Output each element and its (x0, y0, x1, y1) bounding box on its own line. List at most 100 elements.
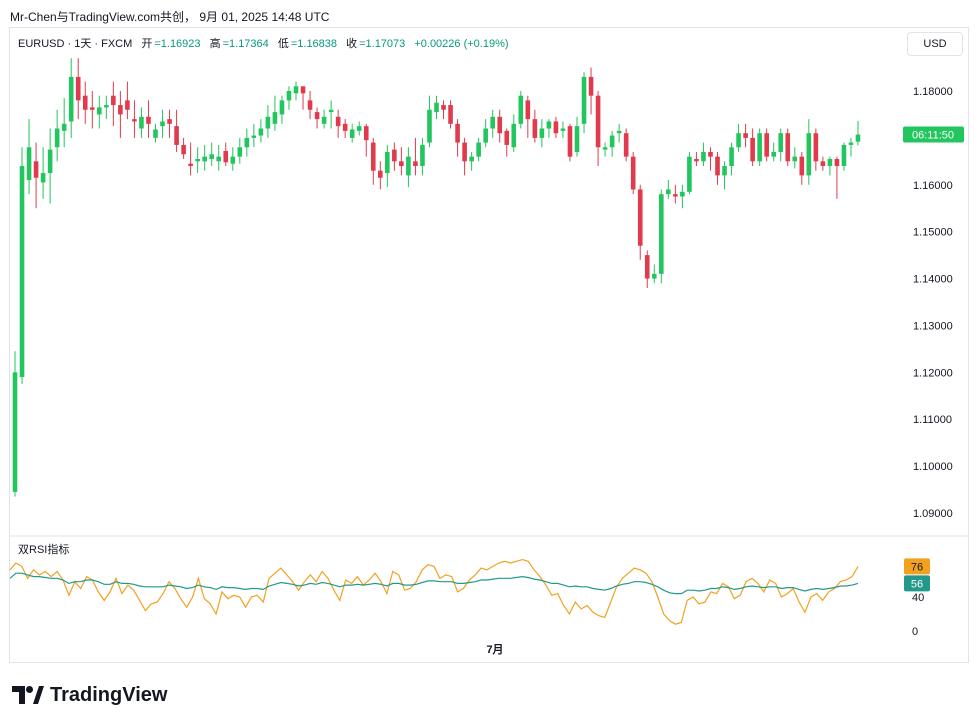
candle (567, 123, 573, 162)
candle (602, 142, 608, 157)
candle (19, 147, 25, 385)
candle-body (286, 91, 292, 101)
candle (61, 98, 67, 148)
candle-body (567, 126, 573, 157)
candle-body (630, 156, 636, 190)
price-tick-label: 1.16000 (913, 180, 953, 192)
candle (673, 184, 678, 204)
candle (420, 137, 425, 176)
candle-body (469, 156, 474, 162)
candle-body (448, 105, 453, 124)
candle-body (651, 273, 657, 279)
candle (97, 95, 102, 129)
candle (455, 119, 460, 157)
candle (118, 91, 123, 138)
candle-body (806, 133, 812, 176)
price-legend: EURUSD · 1天 · FXCM 开 =1.16923 高 =1.17364 低… (18, 35, 509, 51)
candle (54, 109, 60, 162)
candle-body (125, 100, 130, 110)
candle-body (848, 142, 854, 145)
price-axis[interactable]: 1.180001.170001.160001.150001.140001.130… (903, 86, 964, 520)
candle (483, 119, 488, 148)
candle (764, 128, 769, 162)
candle-body (680, 191, 685, 197)
candle-body (406, 156, 411, 176)
candle-body (139, 116, 144, 129)
candle-body (40, 173, 46, 183)
close-label: 收 (346, 38, 358, 50)
rsi-tick-label: 40 (912, 592, 924, 604)
candle-body (820, 161, 826, 167)
candle-body (202, 156, 207, 162)
candle-body (785, 133, 791, 162)
candle-body (462, 142, 467, 162)
price-tick-label: 1.15000 (913, 227, 953, 239)
countdown-label: 06:11:50 (912, 129, 954, 141)
candle-body (553, 121, 559, 134)
candle-body (743, 133, 748, 138)
price-tick-label: 1.18000 (913, 86, 953, 98)
candle (588, 67, 594, 115)
candle (328, 100, 334, 129)
candle-body (89, 107, 95, 110)
candle-body (694, 158, 699, 162)
high-value: =1.17364 (222, 38, 269, 50)
candle-body (476, 142, 481, 157)
rsi-slow-line (9, 572, 859, 595)
candle (174, 109, 179, 152)
candle-body (378, 170, 383, 178)
candle-body (673, 194, 678, 197)
candle-body (328, 109, 334, 113)
candle (820, 156, 826, 171)
open-value: =1.16923 (154, 38, 201, 50)
candle (111, 81, 116, 127)
tradingview-logo-icon (12, 686, 44, 704)
candle-body (82, 95, 88, 110)
candle (293, 81, 299, 101)
currency-button[interactable]: USD (907, 32, 963, 56)
candle (258, 119, 264, 143)
candle-body (581, 76, 587, 124)
candle-body (792, 156, 798, 162)
candle-body (47, 149, 53, 174)
candle (539, 119, 545, 148)
candle (736, 123, 741, 152)
candle (244, 128, 250, 157)
candle (448, 100, 453, 129)
candle (342, 119, 348, 138)
candle-body (420, 144, 425, 167)
candle-body (764, 133, 769, 157)
candle (125, 81, 130, 120)
candle (314, 107, 320, 129)
candle (349, 123, 355, 143)
symbol-title[interactable]: EURUSD · 1天 · FXCM (18, 38, 133, 50)
candle-body (483, 128, 488, 143)
candle-body (399, 161, 404, 167)
candle (441, 100, 446, 120)
candle-body (799, 156, 805, 176)
candle-body (560, 128, 566, 131)
candle-body (708, 151, 713, 157)
candle (370, 137, 376, 185)
candle (637, 184, 643, 260)
candle (413, 137, 418, 176)
candle-body (778, 133, 784, 152)
candle-body (265, 116, 271, 129)
candle (335, 109, 341, 138)
rsi-fast-line (9, 558, 859, 625)
candle-body (736, 133, 741, 148)
rsi-axis[interactable]: 40 0 76 56 (904, 558, 930, 638)
candle-body (342, 123, 348, 131)
candle-body (160, 121, 165, 127)
candle-body (595, 95, 601, 148)
price-tick-label: 1.13000 (913, 320, 953, 332)
candle-body (518, 95, 524, 124)
candle (827, 156, 833, 176)
countdown-badge (903, 126, 964, 143)
rsi-last-value: 76 (911, 561, 923, 573)
candle (799, 151, 805, 185)
candle-body (616, 130, 622, 134)
candle (729, 142, 734, 176)
tradingview-logo[interactable]: TradingView (12, 683, 167, 707)
